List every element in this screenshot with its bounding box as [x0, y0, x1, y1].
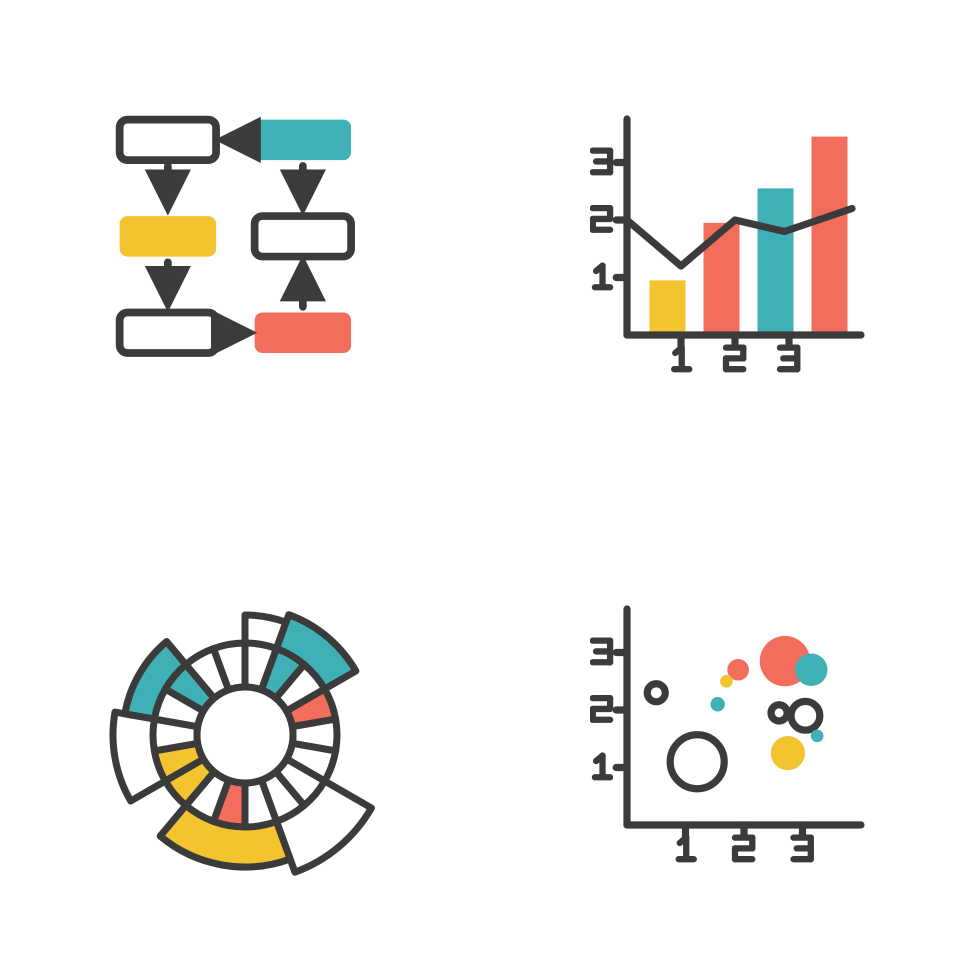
- flowchart-icon: [0, 0, 490, 490]
- bubble-chart-icon: [490, 490, 980, 980]
- sunburst-chart-icon: [0, 490, 490, 980]
- bar-line-chart-icon: [490, 0, 980, 490]
